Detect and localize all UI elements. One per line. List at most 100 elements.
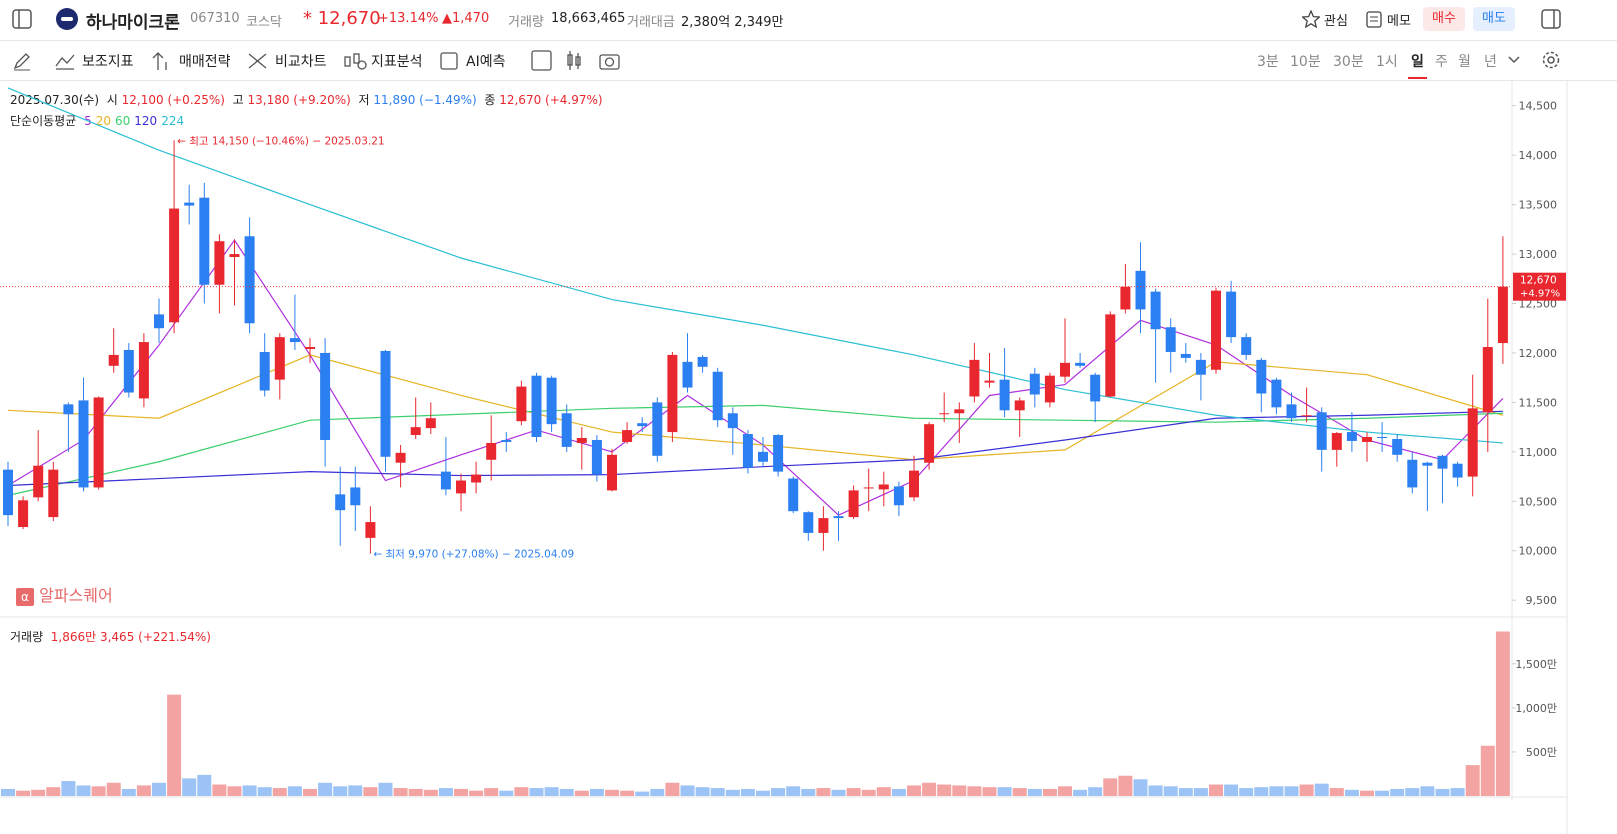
volume-title: 거래량 — [10, 630, 44, 644]
candle-body — [78, 400, 89, 488]
period-tab[interactable]: 3분 — [1257, 54, 1279, 70]
candle-body — [1497, 286, 1508, 344]
settings-icon[interactable] — [1541, 50, 1561, 70]
volume-bar — [1314, 783, 1329, 796]
volume-bar — [16, 790, 31, 796]
volume-bar — [680, 785, 695, 796]
period-tab[interactable]: 10분 — [1290, 54, 1321, 70]
candle-body — [878, 484, 889, 490]
volume-bar — [393, 788, 408, 796]
candle-body — [969, 359, 980, 397]
candle-body — [1256, 359, 1267, 394]
volume-bar — [907, 785, 921, 796]
y-tick-label: 9,500 — [1526, 594, 1558, 607]
volume-bar — [544, 787, 559, 796]
volume-bar — [1209, 784, 1223, 796]
volume-bar — [1178, 788, 1193, 796]
period-tab[interactable]: 년 — [1484, 54, 1497, 70]
open: 12,100 (+0.25%) — [121, 93, 225, 107]
chart: 9,500 10,000 10,500 11,000 11,500 12,000 12,50… — [0, 80, 1568, 834]
volume-bar — [1103, 778, 1118, 796]
market: 코스닥 — [246, 15, 282, 30]
volume-bar — [1495, 631, 1510, 796]
volume-bar — [922, 782, 937, 796]
memo-button[interactable]: 메모 — [1387, 14, 1411, 29]
tool[interactable]: 비교차트 — [275, 54, 327, 70]
period-tab-active[interactable]: 일 — [1408, 51, 1427, 79]
watermark-text: 알파스퀘어 — [39, 586, 113, 605]
stock-code: 067310 — [190, 11, 240, 26]
volume-bar — [106, 782, 121, 796]
watermark: α 알파스퀘어 — [16, 582, 113, 606]
candle-body — [1346, 432, 1357, 441]
candle-body — [516, 386, 527, 422]
sidebar-toggle[interactable] — [12, 9, 32, 29]
y-tick-label: 13,000 — [1519, 248, 1558, 261]
candle-body — [637, 423, 648, 427]
volume-bar — [499, 790, 514, 796]
period-tab[interactable]: 30분 — [1333, 54, 1364, 70]
candle-body — [244, 236, 255, 324]
candle-body — [169, 208, 180, 323]
period-tab[interactable]: 주 — [1435, 54, 1448, 70]
amount-label: 거래대금 — [627, 15, 675, 30]
draw-icon[interactable] — [12, 51, 32, 71]
change-pct: +13.14% — [378, 11, 439, 26]
volume-bar — [1299, 784, 1314, 796]
candle-body — [1165, 327, 1176, 352]
candle-body — [576, 438, 587, 443]
candle-body — [1105, 314, 1116, 397]
y-tick-label: 11,000 — [1519, 446, 1558, 459]
candle-body — [350, 487, 361, 506]
candle-body — [999, 379, 1010, 411]
buy-button[interactable]: 매수 — [1423, 7, 1465, 31]
y-tick-label: 10,000 — [1519, 545, 1558, 558]
volume-bar — [635, 791, 650, 796]
more-periods[interactable] — [1507, 55, 1521, 65]
ma-line — [7, 239, 1504, 516]
y-tick-label: 14,500 — [1519, 100, 1558, 113]
last-change: +4.97% — [1520, 289, 1560, 300]
volume-bar — [1118, 775, 1133, 796]
volume-bar — [725, 789, 740, 796]
candle-body — [1241, 337, 1252, 355]
candle-body — [320, 352, 331, 440]
volume-bar — [846, 788, 861, 796]
candle-body — [758, 451, 768, 462]
stock-name: 하나마이크론 — [86, 13, 180, 33]
candle-body — [742, 434, 753, 468]
volume-bar — [272, 788, 287, 796]
candle-body — [833, 516, 844, 519]
volume-bar — [891, 788, 906, 796]
period-tab[interactable]: 월 — [1458, 54, 1471, 70]
low-annotation: ← 최저 9,970 (+27.08%) − 2025.04.09 — [373, 549, 574, 561]
candle-body — [395, 452, 406, 463]
tool[interactable]: 보조지표 — [82, 54, 134, 70]
tool[interactable]: 매매전략 — [179, 54, 231, 70]
volume-bar — [378, 782, 393, 796]
candle-body — [93, 397, 104, 488]
volume-bar — [363, 787, 378, 796]
memo-icon — [1366, 11, 1382, 28]
tool[interactable]: AI예측 — [466, 54, 506, 70]
amount: 2,380억 2,349만 — [681, 15, 784, 30]
tool[interactable]: 지표분석 — [371, 54, 423, 70]
last-price: 12,670 — [1520, 275, 1557, 287]
candle-body — [440, 471, 451, 490]
period-tab[interactable]: 1시 — [1376, 54, 1398, 70]
high-annotation: ← 최고 14,150 (−10.46%) − 2025.03.21 — [177, 135, 385, 147]
legend-entry: 60 — [115, 114, 131, 128]
label: 저 — [358, 93, 370, 107]
y-tick-label: 11,500 — [1519, 396, 1558, 409]
ma-line — [7, 404, 1503, 496]
panel-toggle[interactable] — [1541, 9, 1561, 29]
sell-button[interactable]: 매도 — [1473, 7, 1515, 31]
volume-bar — [1390, 788, 1405, 796]
date: 2025.07.30(수) — [10, 93, 100, 107]
watch-button[interactable]: 관심 — [1324, 14, 1348, 29]
candle-body — [1452, 463, 1463, 478]
ohlc-info: 2025.07.30(수) 시 12,100 (+0.25%) 고 13,180… — [10, 91, 603, 108]
volume-bar — [318, 782, 333, 796]
candle-body — [33, 465, 44, 498]
candle-body — [909, 470, 919, 498]
